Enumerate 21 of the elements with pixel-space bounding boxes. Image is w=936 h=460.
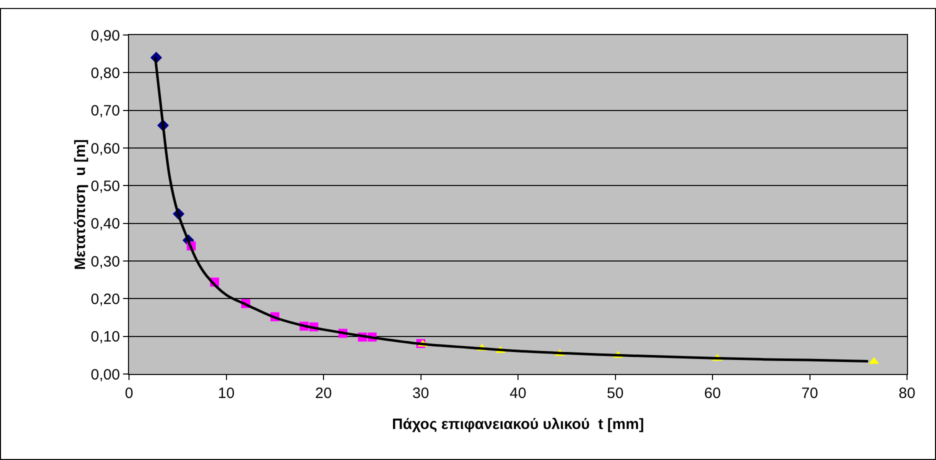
x-tick-label: 60	[704, 385, 721, 402]
y-tick-label: 0,10	[90, 328, 120, 346]
x-tick-label: 40	[510, 385, 526, 402]
x-tick-label: 50	[606, 385, 624, 402]
y-tick-label: 0,70	[90, 102, 120, 120]
y-tick-label: 0,50	[90, 178, 120, 195]
x-tick-label: 30	[412, 385, 430, 402]
y-tick-label: 0,90	[90, 27, 120, 44]
x-tick-label: 0	[124, 385, 134, 402]
x-tick-label: 10	[218, 385, 235, 402]
x-tick-label: 80	[898, 385, 916, 402]
y-tick-label: 0,40	[90, 216, 120, 233]
y-tick-label: 0,80	[90, 64, 120, 82]
y-tick-label: 0,60	[90, 140, 120, 158]
y-axis-title: Μετατόπιση u [m]	[72, 139, 89, 270]
y-tick-label: 0,20	[90, 290, 120, 308]
y-tick-label: 0,00	[90, 366, 120, 384]
x-tick-label: 70	[801, 385, 818, 402]
y-tick-label: 0,30	[90, 253, 120, 270]
x-axis-title: Πάχος επιφανειακού υλικού t [mm]	[392, 416, 644, 433]
x-tick-label: 20	[315, 385, 332, 402]
